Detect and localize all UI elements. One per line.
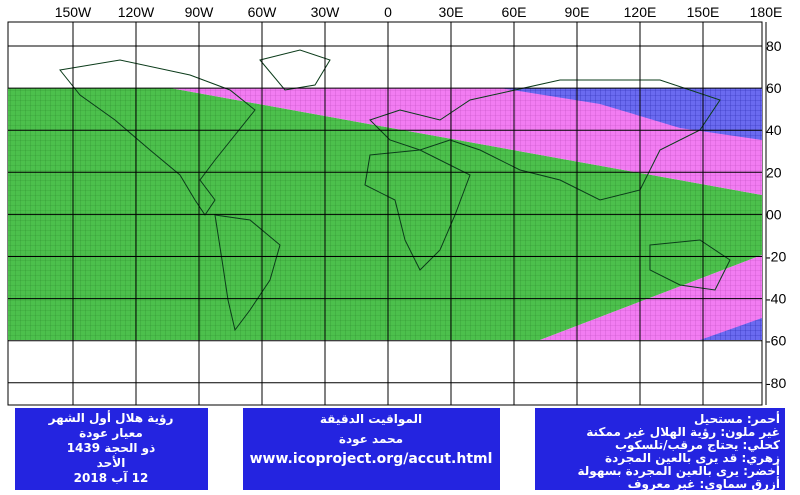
longitude-label: 90W: [185, 4, 215, 20]
longitude-label: 180E: [750, 4, 783, 20]
blue-region: [700, 318, 762, 340]
longitude-label: 60W: [248, 4, 278, 20]
blue-region: [500, 88, 762, 140]
legend-entry: أخضر: يرى بالعين المجردة بسهولة: [578, 463, 780, 479]
latitude-label: 80: [766, 38, 782, 54]
latitude-label: -80: [766, 375, 786, 391]
info-line: محمد عودة: [339, 432, 403, 447]
longitude-label: 90E: [565, 4, 590, 20]
info-line: www.icoproject.org/accut.html: [250, 451, 493, 467]
longitude-label: 120W: [118, 4, 155, 20]
latitude-label: 20: [766, 164, 782, 180]
info-line: رؤية هلال أول الشهر: [48, 410, 174, 426]
info-line: ذو الحجة 1439: [67, 441, 156, 456]
info-line: المواقيت الدقيقة: [320, 412, 422, 427]
legend-entry: أحمر: مستحيل: [694, 411, 780, 426]
longitude-label: 30W: [311, 4, 341, 20]
info-line: 12 آب 2018: [74, 470, 149, 485]
legend-entry: كحلي: يحتاج مرقب/تلسكوب: [615, 438, 780, 453]
latitude-label: 40: [766, 122, 782, 138]
pink-region: [540, 255, 762, 340]
longitude-label: 120E: [624, 4, 657, 20]
legend-entry: زهري: قد يرى بالعين المجردة: [605, 451, 780, 465]
legend-box: [535, 408, 785, 490]
longitude-label: 150W: [55, 4, 92, 20]
longitude-label: 0: [384, 4, 392, 20]
latitude-label: -60: [766, 333, 786, 349]
coastlines: [59, 49, 731, 332]
info-line: معيار عودة: [79, 426, 143, 441]
info-box: [243, 408, 500, 490]
latitude-label: 00: [766, 206, 782, 222]
legend-entry: غير ملون: رؤية الهلال غير ممكنة: [586, 425, 780, 440]
longitude-label: 30E: [439, 4, 464, 20]
pink-region: [170, 88, 762, 195]
info-line: الأحد: [97, 455, 126, 470]
legend-entry: أزرق سماوي: غير معروف: [628, 476, 780, 492]
latitude-label: -40: [766, 291, 786, 307]
latitude-label: 60: [766, 80, 782, 96]
graticule: [8, 22, 767, 405]
latitude-label: -20: [766, 249, 786, 265]
info-box: [15, 408, 208, 490]
longitude-label: 150E: [687, 4, 720, 20]
longitude-label: 60E: [502, 4, 527, 20]
